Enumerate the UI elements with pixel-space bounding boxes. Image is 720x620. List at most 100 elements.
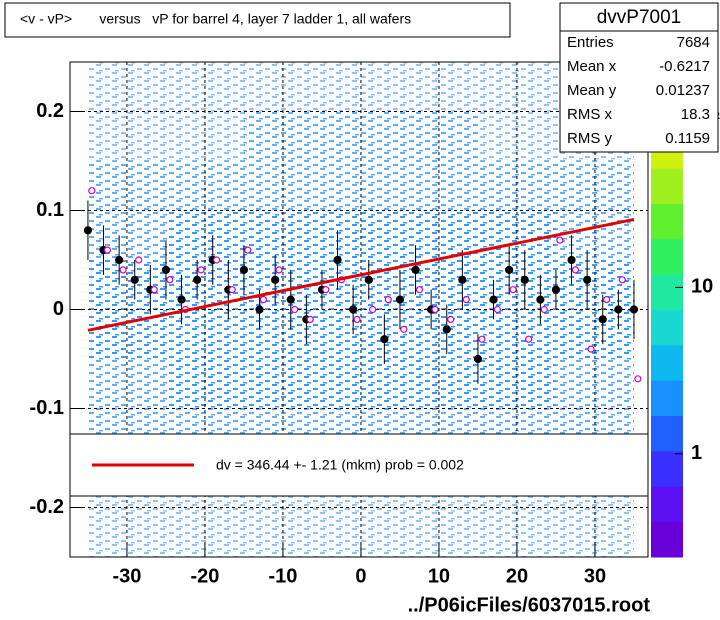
point (333, 255, 342, 265)
hist-cell (321, 359, 361, 409)
hist-cell (516, 507, 556, 557)
hist-cell (399, 62, 439, 112)
hist-cell (438, 507, 478, 557)
stats-label: Mean x (567, 58, 617, 75)
axes: -30 -20 -10 0 10 20 30 -0.2 -0.1 0 0.1 0.2 (30, 100, 607, 588)
hist-cell (243, 62, 283, 112)
hist-cell (87, 507, 127, 557)
hist-cell (321, 507, 361, 557)
point (380, 335, 389, 344)
hist-cell (126, 260, 166, 310)
x-tick-label: -10 (268, 565, 297, 587)
point (583, 275, 592, 284)
point (271, 275, 280, 284)
point (400, 325, 408, 333)
x-tick-label: 0 (355, 565, 366, 587)
hist-cell (477, 359, 517, 409)
hist-cell (87, 359, 127, 409)
point (135, 256, 143, 264)
hist-cell (594, 507, 634, 557)
stats-value: -0.6217 (659, 58, 710, 75)
hist-cell (165, 161, 205, 211)
point (349, 305, 358, 314)
hist-cell (438, 161, 478, 211)
hist-cell (126, 507, 166, 557)
point (228, 286, 236, 294)
hist-cell (243, 359, 283, 409)
grid (70, 62, 648, 557)
hist-cell (399, 161, 439, 211)
stats-box (559, 2, 719, 153)
hist-cell (243, 111, 283, 161)
point (275, 266, 283, 274)
hist-cell (165, 111, 205, 161)
chart-title: <v - vP> versus vP for barrel 4, layer 7… (20, 11, 411, 27)
hist-cell (594, 210, 634, 260)
hist-cell (243, 161, 283, 211)
hist-cell (555, 161, 595, 211)
palette-band (651, 415, 683, 452)
x-tick-label: 10 (428, 565, 450, 587)
hist-cell (321, 260, 361, 310)
hist-cell (321, 62, 361, 112)
hist-cell (360, 309, 400, 359)
palette: 11010² (651, 62, 720, 558)
hist-cell (438, 359, 478, 409)
hist-cell (399, 260, 439, 310)
point (255, 305, 264, 314)
hist-cell (594, 359, 634, 409)
hist-cell (243, 507, 283, 557)
hist-cell (321, 161, 361, 211)
point (353, 315, 361, 323)
point (614, 305, 623, 314)
hist-cell (477, 111, 517, 161)
hist-cell (516, 111, 556, 161)
hist-cell (204, 161, 244, 211)
point (384, 296, 392, 304)
point (571, 266, 580, 274)
hist-cell (477, 161, 517, 211)
point (411, 265, 420, 274)
point (115, 255, 124, 265)
point (505, 265, 514, 274)
fit-line (87, 217, 635, 332)
hist-cell (165, 359, 205, 409)
hist-cell (399, 359, 439, 409)
y-tick-label: -0.1 (30, 397, 64, 419)
hist2d (87, 62, 634, 557)
point (520, 275, 529, 284)
hist-cell (204, 359, 244, 409)
point (364, 275, 373, 284)
hist-cell (360, 359, 400, 409)
z-tick-label: 10 (691, 276, 713, 298)
x-tick-label: 20 (506, 565, 528, 587)
point (634, 375, 642, 383)
hist-cell (516, 309, 556, 359)
point (239, 265, 249, 274)
point (525, 335, 533, 343)
point (369, 305, 377, 314)
hist-cell (477, 507, 517, 557)
palette-band (651, 238, 683, 275)
point (431, 305, 439, 314)
point (395, 295, 405, 304)
x-tick-label: -20 (190, 565, 219, 587)
y-tick-label: -0.2 (30, 496, 64, 518)
palette-band (651, 344, 683, 381)
point (166, 276, 174, 284)
point (540, 305, 548, 314)
hist-cell (516, 260, 556, 310)
hist-cell (126, 62, 166, 112)
hist-cell (243, 309, 283, 359)
stats-value: 7684 (677, 34, 710, 51)
hist-cell (165, 210, 205, 260)
hist-cell (126, 111, 166, 161)
stats: Entries 7684 Mean x -0.6217 Mean y 0.01237 RMS… (567, 34, 710, 147)
hist-cell (555, 507, 595, 557)
hist-cell (594, 260, 634, 310)
point (447, 315, 455, 323)
hist-cell (87, 161, 127, 211)
series (83, 187, 642, 384)
